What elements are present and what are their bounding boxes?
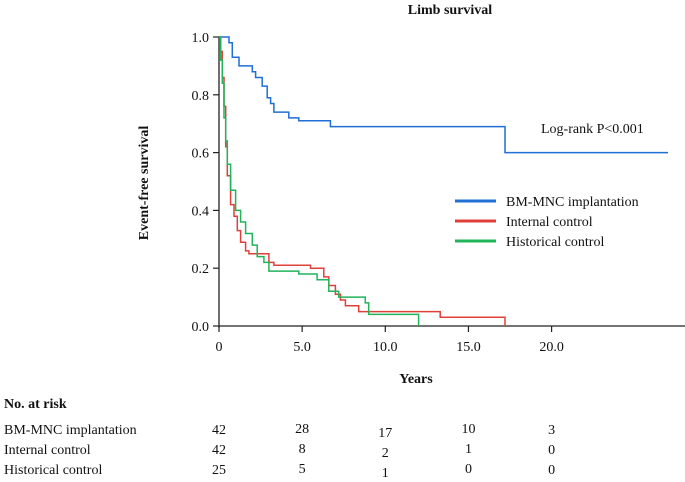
risk-cell: 1 xyxy=(448,442,488,458)
risk-cell: 10 xyxy=(448,422,488,438)
survival-curves xyxy=(219,37,668,326)
risk-cell: 17 xyxy=(365,426,405,442)
risk-cell: 2 xyxy=(365,446,405,462)
y-axis-label: Event-free survival xyxy=(137,126,152,241)
risk-cell: 3 xyxy=(532,423,572,439)
survival-chart: Limb survival Event-free survival Years … xyxy=(0,0,685,390)
y-tick-label: 0.4 xyxy=(192,204,210,219)
y-tick-label: 0.8 xyxy=(192,89,210,104)
x-tick-label: 10.0 xyxy=(373,340,398,355)
risk-cell: 0 xyxy=(448,462,488,478)
risk-cell: 5 xyxy=(282,462,322,478)
chart-title: Limb survival xyxy=(408,3,493,18)
legend-label: Historical control xyxy=(506,235,604,250)
risk-cell: 0 xyxy=(532,463,572,479)
risk-cell: 1 xyxy=(365,466,405,482)
risk-row-label: BM-MNC implantation xyxy=(4,423,137,439)
risk-cell: 0 xyxy=(532,443,572,459)
risk-cell: 42 xyxy=(199,423,239,439)
y-tick-label: 1.0 xyxy=(192,31,210,46)
legend: BM-MNC implantation Internal control Histo… xyxy=(455,195,639,250)
risk-cell: 25 xyxy=(199,463,239,479)
x-tick-label: 15.0 xyxy=(456,340,481,355)
logrank-annotation: Log-rank P<0.001 xyxy=(541,122,644,137)
x-tick-label: 5.0 xyxy=(293,340,311,355)
y-tick-label: 0.2 xyxy=(192,262,210,277)
risk-cell: 42 xyxy=(199,443,239,459)
risk-cell: 8 xyxy=(282,442,322,458)
risk-row-label: Internal control xyxy=(4,443,91,459)
risk-table-title: No. at risk xyxy=(4,397,67,413)
x-axis-label: Years xyxy=(399,372,433,387)
legend-label: BM-MNC implantation xyxy=(506,195,639,210)
axes: 0.0 0.2 0.4 0.6 0.8 1.0 0 5.0 10.0 15.0 20.0 xyxy=(192,31,685,355)
legend-label: Internal control xyxy=(506,215,593,230)
x-tick-label: 20.0 xyxy=(539,340,564,355)
y-tick-label: 0.6 xyxy=(192,147,210,162)
x-tick-label: 0 xyxy=(216,340,223,355)
risk-row-label: Historical control xyxy=(4,463,102,479)
risk-cell: 28 xyxy=(282,422,322,438)
survival-curve-historical-control xyxy=(219,37,419,326)
y-tick-label: 0.0 xyxy=(192,320,210,335)
